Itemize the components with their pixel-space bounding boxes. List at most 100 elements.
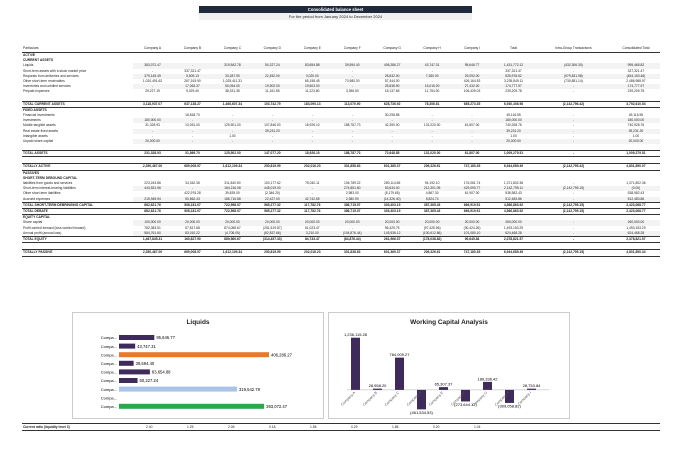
table-cell: - [132, 128, 173, 134]
table-cell: (2,346.20) [264, 191, 280, 196]
section-row: CURRENT ASSETS [22, 58, 660, 63]
table-cell [492, 157, 535, 164]
table-cell: 339,403.19 [372, 208, 413, 216]
current-ratio-value: 1.04 [474, 425, 481, 429]
liquids-category-label: Compa... [101, 387, 117, 392]
table-cell: - [332, 139, 373, 145]
table-cell [292, 243, 332, 250]
table-cell: - [431, 113, 433, 118]
table-cell: 3,118,937.07 [132, 100, 173, 108]
wc-bar [417, 389, 426, 410]
table-cell: - [431, 68, 433, 73]
table-cell: - [132, 84, 173, 90]
row-label: Inventories and unbilled services [23, 84, 71, 89]
table-cell: 5,509.13 [172, 73, 213, 80]
table-cell: 125,502.00 [212, 150, 253, 158]
table-cell: 95,646.77 [452, 63, 493, 69]
table-cell: 280,114.65 [384, 181, 401, 186]
table-cell: 1,493,153.29 [503, 225, 524, 230]
table-cell: - [252, 118, 293, 124]
table-cell: 107,846.00 [264, 123, 281, 128]
total-row: TOTALLY ACTIVE 2,350,467.00 669,008.97 1,61… [22, 163, 660, 171]
table-cell: - [535, 150, 612, 158]
table-cell: 61,807.00 [452, 150, 493, 158]
section-row: EQUITY CAPITAL [22, 215, 660, 221]
liquids-chart-svg: Compa... 95,646.77 Compa... 43,747.31 Compa.… [101, 335, 293, 409]
table-cell: 160,827.90 [172, 236, 213, 244]
table-cell: 999,465.82 [611, 63, 660, 69]
table-cell: 61,907.00 [464, 191, 480, 196]
table-cell: - [452, 118, 493, 124]
table-cell: (178,038.82) [412, 236, 453, 244]
current-ratio-value: 1.56 [310, 425, 317, 429]
table-cell: 4,566,863.92 [492, 208, 536, 216]
table-cell: - [252, 139, 293, 145]
table-cell: - [332, 128, 373, 134]
table-cell: 261,966.37 [372, 236, 413, 244]
table-cell [372, 157, 412, 164]
table-cell: 20,000.00 [212, 220, 253, 226]
table-cell: 260,000.00 [611, 220, 660, 226]
table-cell: 39,594.40 [332, 63, 373, 69]
table-cell: (2,142,795.42) [535, 163, 612, 171]
row-label: Short-term interest-bearing liabilities [23, 186, 76, 191]
liquids-data-label: 50,227.24 [140, 378, 159, 383]
table-cell: 11,161.55 [265, 89, 280, 94]
table-cell: 117,782.76 [292, 208, 333, 216]
wc-bar [505, 389, 514, 403]
table-cell: 6,930,406.96 [492, 100, 536, 108]
total-row: TOTALLY PASSIVE 2,350,467.00 669,008.97 1,6… [22, 249, 660, 257]
table-cell: 2,350,467.00 [132, 163, 173, 171]
table-cell: 20,000.00 [452, 220, 493, 226]
table-cell: - [572, 133, 574, 138]
table-cell [133, 243, 173, 250]
section-row: FIXED ASSETS [22, 107, 660, 113]
table-cell: 565,277.32 [252, 201, 293, 210]
table-cell: - [311, 191, 313, 196]
wc-data-label: (273,644.17) [454, 402, 477, 407]
table-cell: 379,145.49 [132, 73, 173, 80]
table-cell: 39,835.00 [225, 191, 240, 196]
wc-bar [439, 387, 448, 390]
table-row: Short-term interest-bearing liabilities 4… [22, 186, 660, 192]
table-cell [535, 243, 612, 250]
table-cell: 49,116.55 [628, 113, 644, 118]
table-cell: 3,792,610.54 [611, 100, 660, 108]
table-cell: - [372, 118, 413, 124]
table-cell: 29,092.00 [452, 73, 493, 80]
table-cell: 96,429.75 [384, 225, 400, 230]
table-cell: 117,782.76 [292, 201, 333, 210]
table-cell: 512,483.86 [611, 196, 660, 203]
table-cell: 2,486,988.97 [626, 79, 646, 84]
table-cell: 301,838.63 [332, 249, 373, 257]
table-cell: 42,350.00 [384, 123, 400, 128]
table-cell: (2,142,795.15) [535, 186, 612, 192]
column-header: Consolidated Total [611, 45, 660, 53]
table-cell [332, 157, 372, 164]
liquids-category-label: Compa... [101, 335, 117, 340]
table-cell: 5,824.74 [412, 196, 453, 203]
wc-category-label: Company E [428, 390, 445, 407]
table-cell: 174,777.97 [611, 84, 660, 90]
liquids-chart: Liquids Compa... 95,646.77 Compa... 43,747.… [72, 312, 324, 419]
table-cell: (84,876.44) [332, 236, 373, 244]
wc-bar [373, 388, 382, 390]
table-cell: 1,467,845.31 [132, 236, 173, 244]
table-cell: 27,432.00 [452, 84, 493, 90]
wc-chart-svg: 1,236,115.28 Company A 28,958.20 Company B 7… [340, 332, 549, 415]
table-cell: 882,621.76 [132, 201, 173, 210]
table-cell: 84,733.47 [292, 236, 333, 244]
column-header: Intra-Group Transactions [535, 45, 612, 53]
liquids-data-label: 83,654.88 [152, 370, 171, 375]
table-row: Financial investments - 18,818.70 - - - - 30,29… [22, 113, 660, 118]
table-cell: - [431, 133, 433, 138]
table-cell: 18,818.70 [185, 113, 200, 118]
table-cell: 512,483.86 [492, 196, 536, 203]
current-ratio-value: 1.25 [187, 425, 194, 429]
table-cell: 20,000.00 [132, 139, 173, 145]
table-cell: 72,648.85 [372, 150, 413, 158]
table-cell: (2,142,795.15) [535, 201, 612, 210]
table-cell: - [535, 196, 612, 203]
table-cell: 15,015.00 [412, 84, 453, 90]
table-cell: 50,862.43 [172, 196, 213, 203]
